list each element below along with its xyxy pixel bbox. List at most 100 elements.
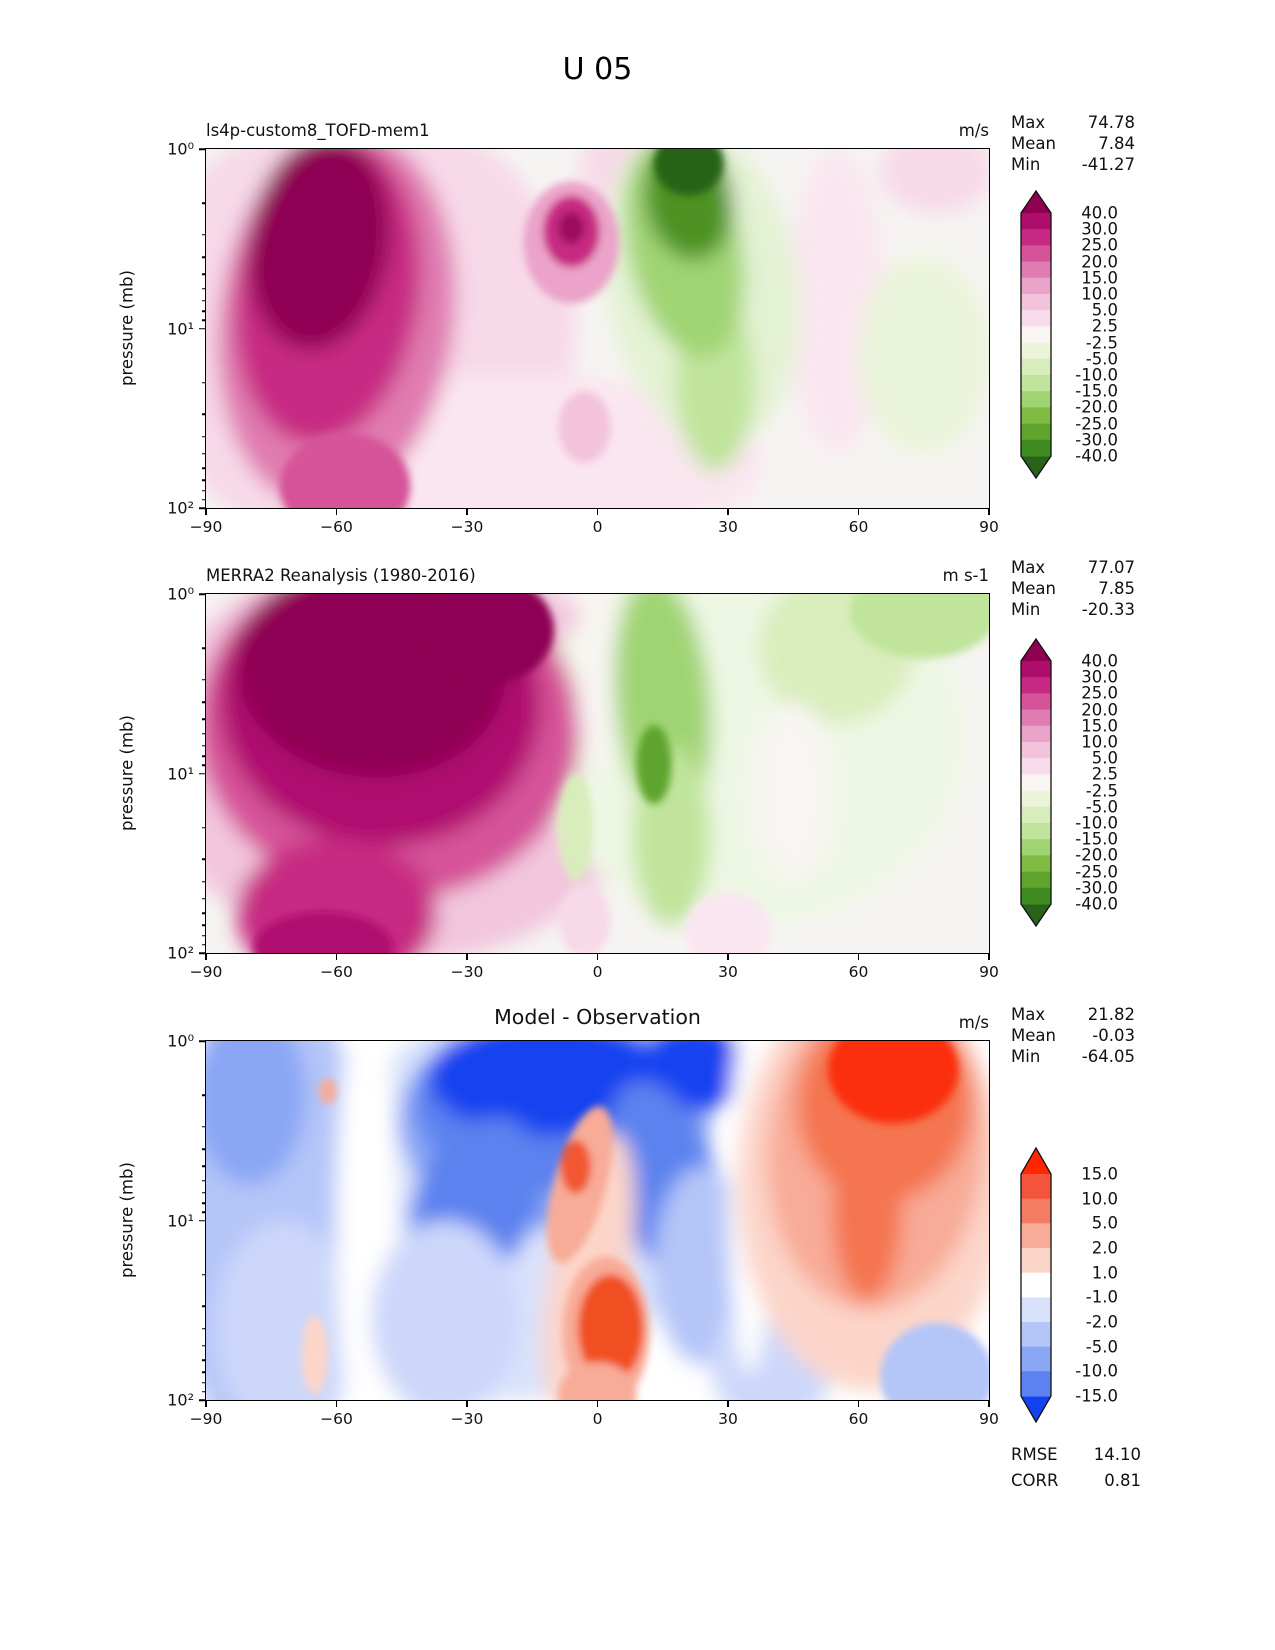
stat-label: Mean: [1011, 579, 1056, 598]
x-tick-label: −60: [320, 963, 353, 981]
y-axis-minor-tick: [202, 701, 206, 703]
x-tick-label: −60: [320, 1410, 353, 1428]
y-axis-minor-tick: [202, 233, 206, 236]
units-label: m s-1: [942, 566, 989, 585]
colorbar-tick-label: -15.0: [1075, 829, 1118, 849]
stat-value: 7.85: [1098, 579, 1135, 598]
y-axis-title: pressure (mb): [117, 1162, 137, 1279]
x-axis-tick: [596, 508, 599, 515]
colorbar-tick-label: 5.0: [1091, 1213, 1118, 1233]
x-axis-tick: [335, 508, 338, 515]
y-axis-minor-tick: [202, 1094, 206, 1096]
panel-title: ls4p-custom8_TOFD-mem1: [206, 121, 430, 140]
x-tick-label: −90: [189, 963, 223, 981]
units-label: m/s: [958, 121, 989, 140]
colorbar-tick-label: -15.0: [1075, 381, 1118, 401]
x-axis-tick: [857, 1400, 860, 1407]
y-axis-minor-tick: [202, 1148, 206, 1150]
y-axis-minor-tick: [202, 202, 206, 204]
colorbar-tick-label: -15.0: [1075, 1386, 1118, 1406]
y-axis-minor-tick: [202, 944, 206, 946]
y-axis-minor-tick: [202, 256, 206, 258]
y-axis-minor-tick: [202, 381, 206, 384]
y-axis-minor-tick: [202, 467, 206, 469]
y-axis-minor-tick: [202, 479, 206, 481]
colorbar-tick-label: -30.0: [1075, 430, 1118, 450]
colorbar-tick-label: -40.0: [1075, 446, 1118, 466]
y-axis-tick: [199, 1399, 206, 1401]
contour-field: [206, 1041, 989, 1400]
stat-value: 74.78: [1087, 113, 1135, 132]
x-tick-label: −60: [320, 518, 353, 536]
x-axis-tick: [988, 953, 990, 960]
colorbar: 40.0 30.0 25.0 20.0 15.0 10.0 5.0 2.5 -2.5 -5.0 -1…: [1020, 190, 1140, 479]
y-axis-tick: [199, 327, 206, 330]
x-axis-tick: [727, 508, 729, 515]
y-axis-minor-tick: [202, 647, 206, 649]
x-tick-label: −30: [450, 518, 484, 536]
y-axis-minor-tick: [202, 826, 206, 829]
x-axis-tick: [466, 1400, 468, 1407]
colorbar-tick-label: 40.0: [1081, 651, 1118, 671]
metric-label: CORR: [1011, 1471, 1059, 1490]
stat-min: Min -20.33: [1011, 599, 1135, 620]
x-axis-tick: [205, 953, 207, 960]
y-axis-minor-tick: [202, 732, 206, 735]
x-axis-tick: [596, 1400, 599, 1407]
metric-value: 14.10: [1093, 1445, 1141, 1464]
colorbar: 40.0 30.0 25.0 20.0 15.0 10.0 5.0 2.5 -2.5 -5.0 -1…: [1020, 638, 1140, 927]
x-axis-tick: [205, 1400, 207, 1407]
x-tick-label: −90: [189, 518, 223, 536]
y-axis-tick: [199, 772, 206, 775]
y-axis-minor-tick: [202, 287, 206, 290]
x-axis-tick: [335, 953, 338, 960]
y-tick-label: 10²: [167, 498, 194, 518]
x-tick-label: 30: [718, 1410, 738, 1428]
x-tick-label: 30: [718, 963, 738, 981]
stat-value: 21.82: [1087, 1005, 1135, 1024]
colorbar-tick-label: -10.0: [1075, 365, 1118, 385]
stat-label: Max: [1011, 1005, 1046, 1024]
y-axis-minor-tick: [202, 1345, 206, 1347]
colorbar-tick-label: 2.0: [1091, 1238, 1118, 1258]
x-tick-label: 0: [592, 963, 603, 981]
x-axis-tick: [988, 1400, 990, 1407]
y-axis-minor-tick: [202, 1371, 206, 1373]
y-axis-minor-tick: [202, 489, 206, 492]
colorbar-tick-label: 30.0: [1081, 219, 1118, 239]
colorbar-tick-label: 15.0: [1081, 716, 1118, 736]
x-tick-label: 0: [592, 518, 603, 536]
stats-block: Max 21.82 Mean -0.03 Min -64.05: [1011, 1004, 1135, 1067]
figure-title: U 05: [562, 52, 633, 87]
y-axis-minor-tick: [202, 1327, 206, 1330]
colorbar-tick-label: 2.5: [1091, 316, 1118, 336]
stat-value: 77.07: [1087, 558, 1135, 577]
stat-value: -0.03: [1092, 1026, 1135, 1045]
x-axis-tick: [205, 508, 207, 515]
x-axis-tick: [988, 508, 990, 515]
x-tick-label: 60: [848, 1410, 869, 1428]
metric-rmse: RMSE 14.10: [1011, 1442, 1141, 1468]
metrics-block: RMSE 14.10 CORR 0.81: [1011, 1442, 1141, 1494]
metric-corr: CORR 0.81: [1011, 1468, 1141, 1494]
x-tick-label: −90: [189, 1410, 223, 1428]
stat-mean: Mean -0.03: [1011, 1025, 1135, 1046]
y-axis-tick: [199, 952, 206, 954]
colorbar-bar: [1020, 638, 1052, 927]
colorbar-bar: [1020, 190, 1052, 479]
y-axis-minor-tick: [202, 299, 206, 302]
y-axis-tick: [199, 148, 206, 150]
y-axis-tick: [199, 1219, 206, 1222]
colorbar-tick-label: 2.5: [1091, 764, 1118, 784]
y-axis-minor-tick: [202, 934, 206, 937]
colorbar-tick-label: -20.0: [1075, 845, 1118, 865]
y-tick-label: 10²: [167, 943, 194, 963]
stat-label: Min: [1011, 600, 1041, 619]
x-tick-label: 90: [979, 518, 999, 536]
units-label: m/s: [958, 1013, 989, 1032]
colorbar-tick-label: 25.0: [1081, 235, 1118, 255]
panel-title: MERRA2 Reanalysis (1980-2016): [206, 566, 476, 585]
y-tick-label: 10¹: [167, 319, 194, 338]
contour-plot: −90 −60 −30 0 30 60 90 10⁰ 10¹ 10²: [167, 140, 999, 537]
